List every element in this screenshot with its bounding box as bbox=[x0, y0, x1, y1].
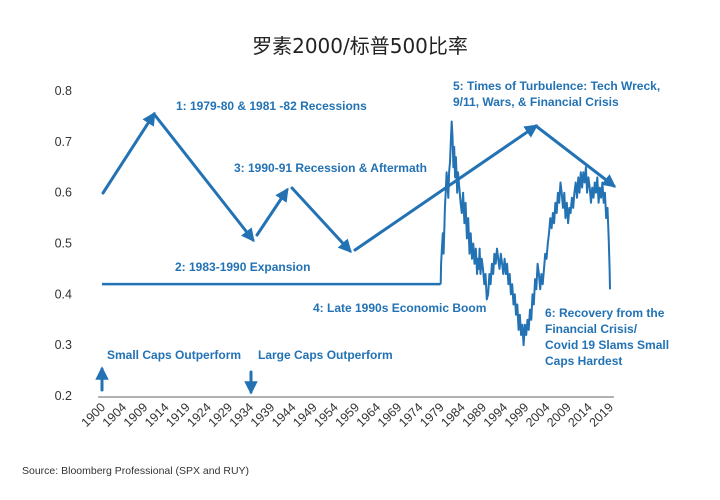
x-tick-label: 2019 bbox=[587, 400, 617, 430]
series-line bbox=[439, 120, 611, 347]
trend-arrows bbox=[95, 111, 617, 395]
large-caps-label: Large Caps Outperform bbox=[258, 348, 393, 362]
annotation-2: 2: 1983-1990 Expansion bbox=[175, 260, 310, 274]
annotation-1: 1: 1979-80 & 1981 -82 Recessions bbox=[176, 99, 367, 113]
arrow-1-up bbox=[101, 111, 156, 195]
y-tick-label: 0.7 bbox=[55, 135, 72, 149]
annotation-5-line-2: 9/11, Wars, & Financial Crisis bbox=[453, 95, 619, 109]
annotation-6-line-4: Caps Hardest bbox=[545, 354, 622, 368]
small-caps-label: Small Caps Outperform bbox=[107, 348, 241, 362]
y-tick-label: 0.5 bbox=[55, 237, 72, 251]
annotation-5-line-1: 5: Times of Turbulence: Tech Wreck, bbox=[453, 79, 660, 93]
annotation-6-line-2: Financial Crisis/ bbox=[545, 322, 638, 336]
annotation-6-line-3: Covid 19 Slams Small bbox=[545, 338, 669, 352]
y-tick-label: 0.6 bbox=[55, 186, 72, 200]
annotation-4: 4: Late 1990s Economic Boom bbox=[313, 301, 486, 315]
y-axis: 0.2 0.3 0.4 0.5 0.6 0.7 0.8 bbox=[55, 84, 72, 403]
y-tick-label: 0.4 bbox=[55, 287, 72, 301]
arrow-3-down bbox=[290, 186, 352, 253]
arrow-1-down bbox=[152, 112, 255, 243]
annotation-6-line-1: 6: Recovery from the bbox=[545, 306, 665, 320]
arrow-3-up bbox=[255, 187, 289, 237]
x-axis: 1900190419091914191919241929193419391944… bbox=[79, 400, 617, 430]
source-note: Source: Bloomberg Professional (SPX and … bbox=[22, 465, 249, 477]
chart-title: 罗素2000/标普500比率 bbox=[252, 34, 468, 58]
arrow-4-up bbox=[353, 124, 539, 252]
y-tick-label: 0.2 bbox=[55, 389, 72, 403]
arrow-6-down bbox=[534, 124, 617, 188]
y-tick-label: 0.3 bbox=[55, 338, 72, 352]
annotation-3: 3: 1990-91 Recession & Aftermath bbox=[234, 161, 427, 175]
y-tick-label: 0.8 bbox=[55, 84, 72, 98]
